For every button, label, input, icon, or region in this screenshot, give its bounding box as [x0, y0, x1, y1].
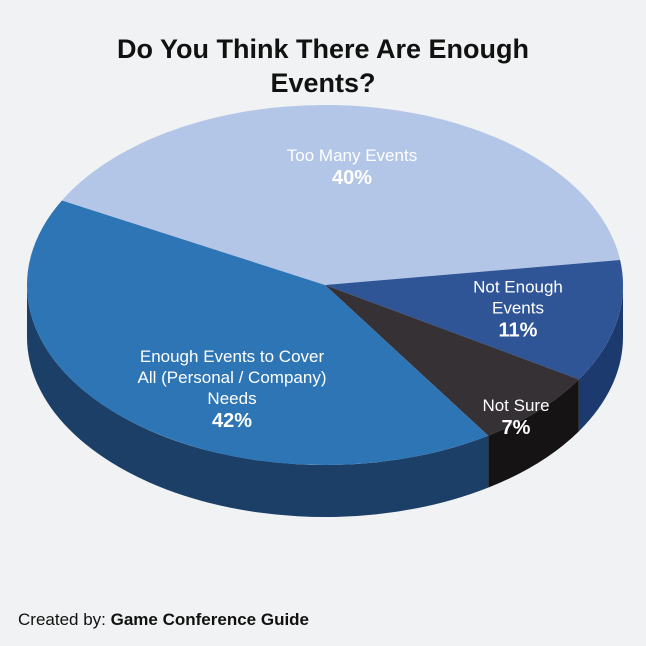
slice-label-text: All (Personal / Company) — [138, 368, 327, 387]
pie-side-1 — [578, 285, 623, 432]
slice-label-text: Too Many Events — [287, 146, 417, 165]
pie-slice-2 — [325, 285, 579, 436]
title-line-2: Events? — [270, 68, 376, 98]
footer-prefix: Created by: — [18, 610, 106, 629]
slice-label-0: Too Many Events 40% — [287, 146, 417, 189]
pie-slice-3 — [26, 200, 489, 465]
title-line-1: Do You Think There Are Enough — [116, 34, 529, 64]
slice-label-text: Needs — [207, 389, 256, 408]
slice-label-text: Not Enough — [473, 277, 563, 296]
slice-label-text: Not Sure — [482, 396, 549, 415]
footer-credit: Created by: Game Conference Guide — [18, 610, 309, 630]
slice-label-1: Not Enough Events 11% — [473, 277, 563, 341]
pie-slice-0 — [61, 104, 621, 285]
pie-side-walls — [27, 285, 623, 518]
slice-value-label: 40% — [332, 167, 372, 189]
slice-value-label: 11% — [499, 319, 538, 341]
pie-slice-1 — [325, 259, 624, 380]
slice-value-label: 7% — [502, 417, 531, 439]
slice-label-2: Not Sure 7% — [482, 396, 549, 439]
slice-label-3: Enough Events to Cover All (Personal / Co… — [138, 347, 327, 432]
slice-label-text: Events — [492, 298, 544, 317]
footer-source: Game Conference Guide — [110, 610, 310, 629]
chart-title: Do You Think There Are Enough Events? — [0, 32, 646, 100]
pie-side-3 — [27, 285, 489, 518]
slice-label-text: Enough Events to Cover — [140, 347, 325, 366]
slice-value-label: 42% — [212, 410, 252, 432]
pie-side-2 — [488, 379, 579, 488]
pie-slices — [26, 104, 624, 465]
